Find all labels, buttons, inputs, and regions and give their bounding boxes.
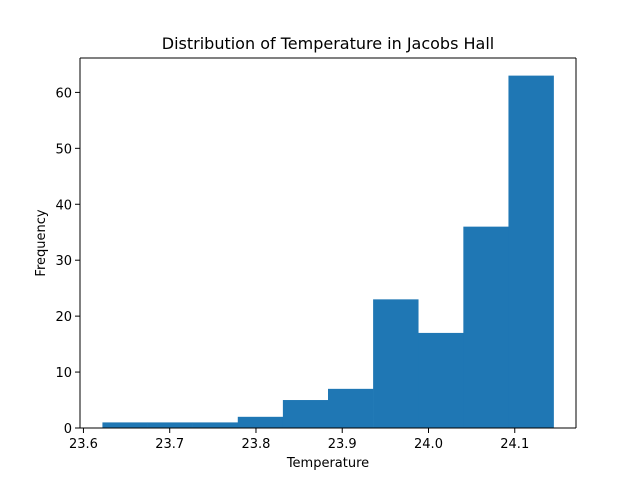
histogram-bar bbox=[328, 388, 374, 428]
y-tick-label: 40 bbox=[55, 198, 72, 213]
x-axis-ticks: 23.6 23.7 23.8 23.9 24.0 24.1 bbox=[69, 428, 529, 452]
histogram-bar bbox=[373, 299, 419, 428]
x-tick-label: 24.0 bbox=[414, 437, 443, 452]
x-tick-label: 23.9 bbox=[328, 437, 357, 452]
x-tick-label: 24.1 bbox=[500, 437, 529, 452]
histogram-bars bbox=[102, 75, 554, 428]
chart-title: Distribution of Temperature in Jacobs Ha… bbox=[162, 34, 494, 53]
y-tick-label: 20 bbox=[55, 310, 72, 325]
histogram-bar bbox=[463, 226, 509, 428]
y-axis-ticks: 0 10 20 30 40 50 60 bbox=[55, 86, 80, 437]
y-tick-label: 10 bbox=[55, 366, 72, 381]
x-tick-label: 23.6 bbox=[69, 437, 98, 452]
histogram-bar bbox=[147, 422, 193, 428]
y-tick-label: 50 bbox=[55, 142, 72, 157]
histogram-bar bbox=[508, 75, 554, 428]
histogram-bar bbox=[237, 416, 284, 428]
y-tick-label: 60 bbox=[55, 86, 72, 101]
histogram-bar bbox=[102, 422, 148, 428]
plot-frame bbox=[79, 57, 577, 429]
x-tick-label: 23.7 bbox=[155, 437, 184, 452]
x-tick-label: 23.8 bbox=[241, 437, 270, 452]
y-tick-label: 0 bbox=[64, 422, 72, 437]
x-axis-label: Temperature bbox=[286, 456, 369, 471]
histogram-bar bbox=[418, 332, 464, 428]
histogram-bar bbox=[192, 422, 239, 428]
histogram-bar bbox=[282, 400, 329, 428]
y-tick-label: 30 bbox=[55, 254, 72, 269]
y-axis-label: Frequency bbox=[34, 209, 49, 276]
